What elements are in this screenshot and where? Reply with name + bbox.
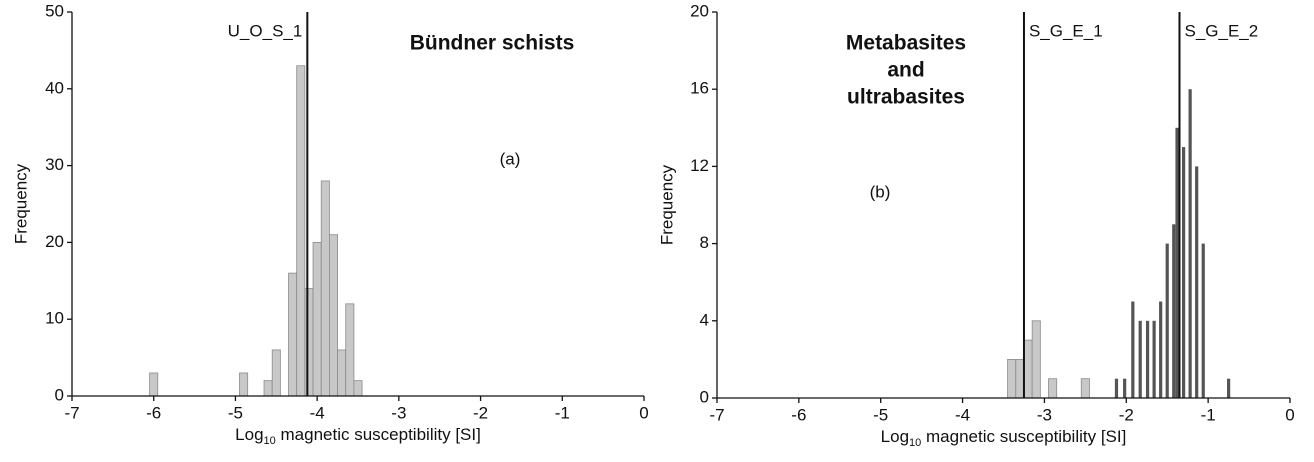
bar: [1172, 224, 1176, 398]
y-tick-label: 0: [700, 387, 709, 406]
reference-label: U_O_S_1: [228, 21, 303, 40]
bar: [239, 372, 249, 397]
bar: [328, 234, 338, 397]
bar: [149, 372, 159, 397]
bar: [312, 241, 322, 397]
bar: [353, 380, 363, 397]
bar: [1114, 378, 1119, 398]
bar: [263, 380, 273, 397]
x-tick-label: -5: [228, 403, 243, 422]
chart-panel: 0 4 8 12 16 20 -7 -6 -5 -4 -3 -2 -1 0 S_G_E_1 S_G_E_2 Me…: [657, 1, 1294, 448]
chart-title: ultrabasites: [847, 86, 965, 109]
panel-label: (a): [500, 149, 521, 168]
panel-label: (b): [870, 182, 891, 201]
bar: [271, 349, 281, 397]
bar: [345, 303, 355, 397]
bar: [1181, 147, 1186, 398]
x-tick-label: -1: [555, 403, 570, 422]
bar: [1152, 320, 1156, 398]
y-tick-label: 16: [690, 79, 709, 98]
bar: [1175, 127, 1179, 399]
x-tick-label: -1: [1201, 405, 1216, 424]
bar: [1227, 378, 1231, 398]
x-axis-label: Log10 magnetic susceptibility [SI]: [235, 425, 481, 446]
y-axis-label: Frequency: [11, 163, 30, 244]
reference-label: S_G_E_1: [1029, 21, 1103, 40]
x-tick-label: -5: [873, 405, 888, 424]
bar: [1138, 320, 1142, 398]
x-tick-label: -4: [310, 403, 325, 422]
chart-panel: 0 10 20 30 40 50 -7 -6 -5 -4 -3 -2 -1 0 U_O_S_1 Bündner…: [11, 1, 648, 446]
reference-label: S_G_E_2: [1184, 21, 1258, 40]
x-tick-label: -7: [64, 403, 79, 422]
bar: [1015, 358, 1025, 399]
bar: [1007, 358, 1017, 399]
bar: [1201, 243, 1205, 398]
x-axis-label-rest: magnetic susceptibility [SI]: [276, 425, 481, 444]
x-axis-label-sub: 10: [909, 437, 921, 449]
x-axis-label-sub: 10: [264, 435, 276, 447]
y-tick-label: 50: [45, 1, 64, 20]
x-tick-label: -2: [473, 403, 488, 422]
y-axis-label: Frequency: [657, 164, 676, 245]
y-tick-label: 10: [45, 309, 64, 328]
x-tick-label: -4: [955, 405, 970, 424]
bar: [288, 272, 298, 397]
x-axis-label-base: Log: [881, 427, 909, 446]
x-axis-label: Log10 magnetic susceptibility [SI]: [881, 427, 1127, 448]
x-tick-label: -6: [791, 405, 806, 424]
bar: [1131, 301, 1135, 398]
x-tick-label: 0: [1285, 405, 1294, 424]
bar: [296, 65, 306, 397]
bar: [1031, 320, 1041, 399]
x-axis-label-base: Log: [235, 425, 263, 444]
y-tick-label: 4: [700, 310, 709, 329]
bar: [1123, 378, 1127, 398]
bar: [1195, 166, 1199, 398]
bar: [1159, 301, 1163, 398]
x-axis-label-rest: magnetic susceptibility [SI]: [921, 427, 1126, 446]
bar: [304, 288, 314, 397]
y-tick-label: 30: [45, 155, 64, 174]
x-tick-label: -2: [1119, 405, 1134, 424]
y-tick-label: 8: [700, 233, 709, 252]
chart-title: Bündner schists: [410, 32, 575, 55]
bar: [1080, 378, 1090, 399]
chart-title: and: [887, 59, 924, 82]
bar: [1188, 89, 1192, 398]
bar: [1165, 243, 1169, 398]
bar: [337, 349, 347, 397]
x-tick-label: -3: [391, 403, 406, 422]
bar: [1023, 339, 1033, 399]
x-tick-label: -6: [146, 403, 161, 422]
bar: [320, 180, 330, 397]
y-tick-label: 12: [690, 156, 709, 175]
chart-title: Metabasites: [846, 32, 966, 55]
y-tick-label: 20: [690, 1, 709, 20]
y-tick-label: 0: [55, 385, 64, 404]
y-tick-label: 20: [45, 232, 64, 251]
x-tick-label: -7: [709, 405, 724, 424]
x-tick-label: -3: [1037, 405, 1052, 424]
bar: [1048, 378, 1058, 399]
y-tick-label: 40: [45, 78, 64, 97]
x-tick-label: 0: [639, 403, 648, 422]
bar: [1145, 320, 1150, 398]
